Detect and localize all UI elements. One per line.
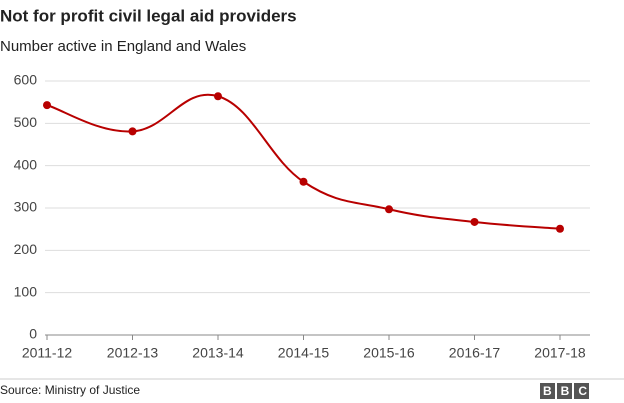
y-tick-label: 300 (14, 199, 38, 215)
point (128, 127, 137, 136)
y-tick-label: 200 (14, 241, 38, 257)
x-tick-label: 2014-15 (278, 345, 330, 361)
x-tick-label: 2011-12 (22, 345, 73, 361)
y-tick-label: 600 (14, 72, 38, 88)
line (46, 93, 561, 230)
point (299, 177, 308, 186)
x-tick-label: 2015-16 (363, 345, 415, 361)
x-tick-label: 2016-17 (449, 345, 501, 361)
point (385, 205, 393, 214)
chart-title: Not for profit civil legal aid providers (0, 6, 297, 25)
y-tick-label: 400 (14, 156, 38, 172)
point (43, 101, 51, 110)
point (214, 92, 222, 101)
chart-subtitle: Number active in England and Wales (0, 38, 246, 55)
y-tick-label: 500 (14, 114, 38, 130)
point (556, 224, 564, 233)
x-tick-label: 2017-18 (534, 345, 586, 361)
x-tick-label: 2013-14 (192, 345, 244, 361)
y-tick-label: 100 (14, 283, 38, 299)
point (470, 217, 479, 226)
logo (540, 383, 589, 399)
x-tick-label: 2012-13 (107, 345, 159, 361)
source: Source: Ministry of Justice (0, 383, 140, 397)
y-tick-label: 0 (29, 326, 37, 342)
logo-text: BBC (543, 384, 596, 398)
